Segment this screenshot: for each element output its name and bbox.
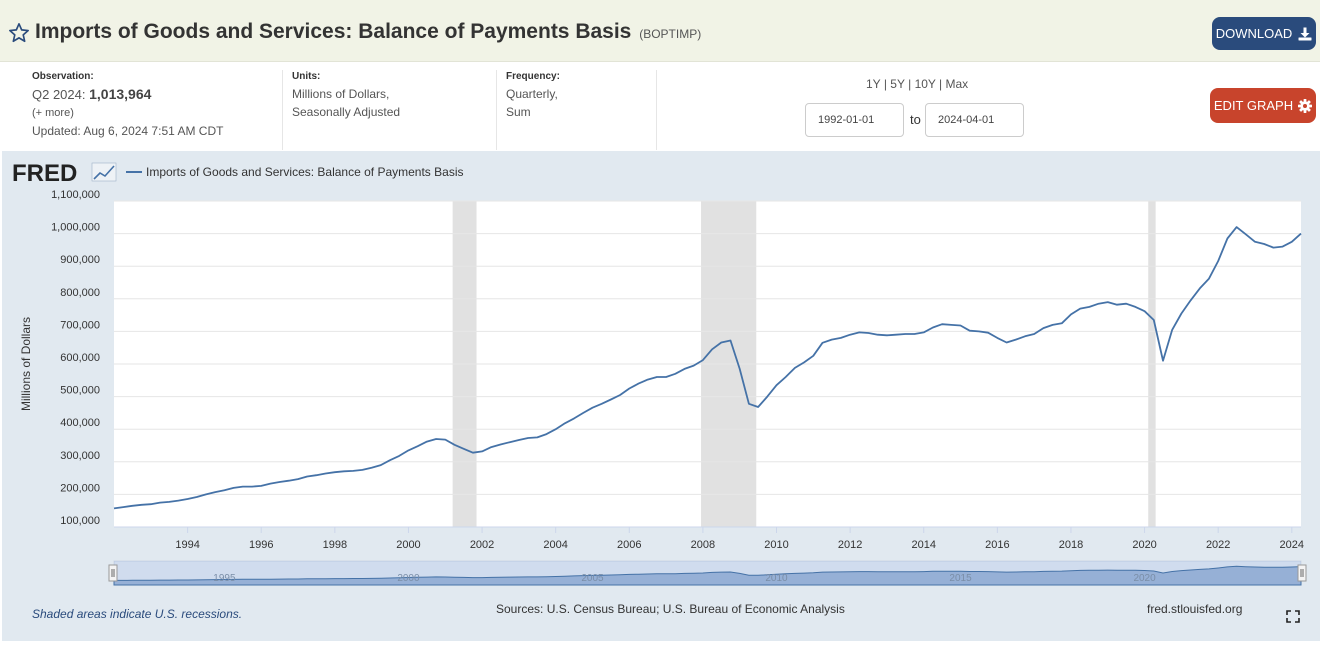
x-tick-label: 2010 — [764, 539, 788, 551]
y-tick-label: 400,000 — [60, 417, 100, 429]
chart-panel: FRED Imports of Goods and Services: Bala… — [2, 151, 1320, 641]
x-tick-label: 2020 — [1132, 539, 1156, 551]
y-tick-label: 200,000 — [60, 482, 100, 494]
units-line2: Seasonally Adjusted — [292, 105, 401, 119]
navigator-label: 1995 — [213, 573, 236, 584]
divider — [282, 70, 283, 150]
range-5y[interactable]: 5Y — [890, 77, 905, 91]
observation-value: 1,013,964 — [89, 86, 152, 102]
fullscreen-icon[interactable] — [1286, 610, 1300, 623]
y-tick-label: 300,000 — [60, 450, 100, 462]
navigator-label: 2000 — [397, 573, 420, 584]
x-tick-label: 1998 — [323, 539, 347, 551]
range-1y[interactable]: 1Y — [866, 77, 881, 91]
x-tick-label: 2012 — [838, 539, 862, 551]
series-title: Imports of Goods and Services: Balance o… — [35, 20, 632, 43]
download-label: DOWNLOAD — [1215, 26, 1293, 41]
range-10y[interactable]: 10Y — [914, 77, 936, 91]
units-block: Units: Millions of Dollars, Seasonally A… — [292, 70, 400, 121]
navigator-series — [113, 565, 1302, 586]
download-icon — [1298, 27, 1312, 40]
y-tick-label: 800,000 — [60, 287, 100, 299]
to-label: to — [910, 112, 921, 127]
y-tick-label: 1,000,000 — [51, 222, 100, 234]
frequency-line1: Quarterly, — [506, 87, 558, 101]
x-tick-label: 2002 — [470, 539, 494, 551]
range-presets: 1Y | 5Y | 10Y | Max — [866, 77, 968, 91]
recession-note: Shaded areas indicate U.S. recessions. — [32, 607, 242, 621]
fred-logo-text: FRED — [12, 160, 77, 187]
title-bar: Imports of Goods and Services: Balance o… — [0, 0, 1320, 62]
y-tick-label: 700,000 — [60, 319, 100, 331]
start-date-input[interactable]: 1992-01-01 — [805, 103, 904, 137]
range-max[interactable]: Max — [945, 77, 969, 91]
x-tick-label: 2004 — [543, 539, 567, 551]
y-tick-label: 1,100,000 — [51, 189, 100, 201]
navigator-label: 2015 — [949, 573, 972, 584]
y-tick-label: 900,000 — [60, 254, 100, 266]
range-separator: | — [908, 77, 912, 91]
navigator-label: 2005 — [581, 573, 604, 584]
frequency-line2: Sum — [506, 105, 531, 119]
x-tick-label: 2000 — [396, 539, 420, 551]
units-label: Units: — [292, 71, 321, 82]
navigator-right-handle[interactable] — [1297, 564, 1307, 582]
y-axis-label: Millions of Dollars — [19, 317, 33, 411]
observation-block: Observation: Q2 2024: 1,013,964 (+ more)… — [32, 70, 223, 140]
end-date-input[interactable]: 2024-04-01 — [925, 103, 1024, 137]
navigator-left-handle[interactable] — [108, 564, 118, 582]
navigator-label: 2020 — [1133, 573, 1156, 584]
x-tick-label: 2008 — [691, 539, 715, 551]
fred-logo-icon — [91, 162, 117, 182]
x-tick-label: 2024 — [1280, 539, 1304, 551]
chart-svg: FRED Imports of Goods and Services: Bala… — [12, 160, 1307, 623]
updated-text: Updated: Aug 6, 2024 7:51 AM CDT — [32, 124, 224, 138]
download-button[interactable]: DOWNLOAD — [1212, 17, 1316, 50]
series-id: (BOPTIMP) — [639, 27, 702, 41]
divider — [656, 70, 657, 150]
x-tick-label: 2016 — [985, 539, 1009, 551]
site-link[interactable]: fred.stlouisfed.org — [1147, 602, 1242, 616]
legend-label: Imports of Goods and Services: Balance o… — [146, 165, 463, 179]
x-tick-label: 2014 — [911, 539, 935, 551]
page-title: Imports of Goods and Services: Balance o… — [35, 20, 701, 44]
divider — [496, 70, 497, 150]
y-tick-label: 600,000 — [60, 352, 100, 364]
frequency-block: Frequency: Quarterly, Sum — [506, 70, 560, 121]
range-separator: | — [883, 77, 887, 91]
observation-label: Observation: — [32, 71, 94, 82]
x-tick-label: 2006 — [617, 539, 641, 551]
navigator-label: 2010 — [765, 573, 788, 584]
more-link[interactable]: (+ more) — [32, 107, 74, 119]
x-tick-label: 1994 — [175, 539, 199, 551]
x-tick-label: 2022 — [1206, 539, 1230, 551]
x-tick-label: 2018 — [1059, 539, 1083, 551]
edit-graph-label: EDIT GRAPH — [1213, 98, 1294, 113]
y-tick-label: 500,000 — [60, 385, 100, 397]
frequency-label: Frequency: — [506, 71, 560, 82]
y-tick-label: 100,000 — [60, 515, 100, 527]
observation-period: Q2 2024: — [32, 87, 86, 102]
star-icon[interactable] — [8, 22, 30, 44]
gear-icon — [1298, 98, 1313, 113]
range-separator: | — [939, 77, 943, 91]
edit-graph-button[interactable]: EDIT GRAPH — [1210, 88, 1316, 123]
units-line1: Millions of Dollars, — [292, 87, 390, 101]
sources-text: Sources: U.S. Census Bureau; U.S. Bureau… — [496, 602, 845, 616]
series-line — [113, 226, 1302, 510]
x-tick-label: 1996 — [249, 539, 273, 551]
